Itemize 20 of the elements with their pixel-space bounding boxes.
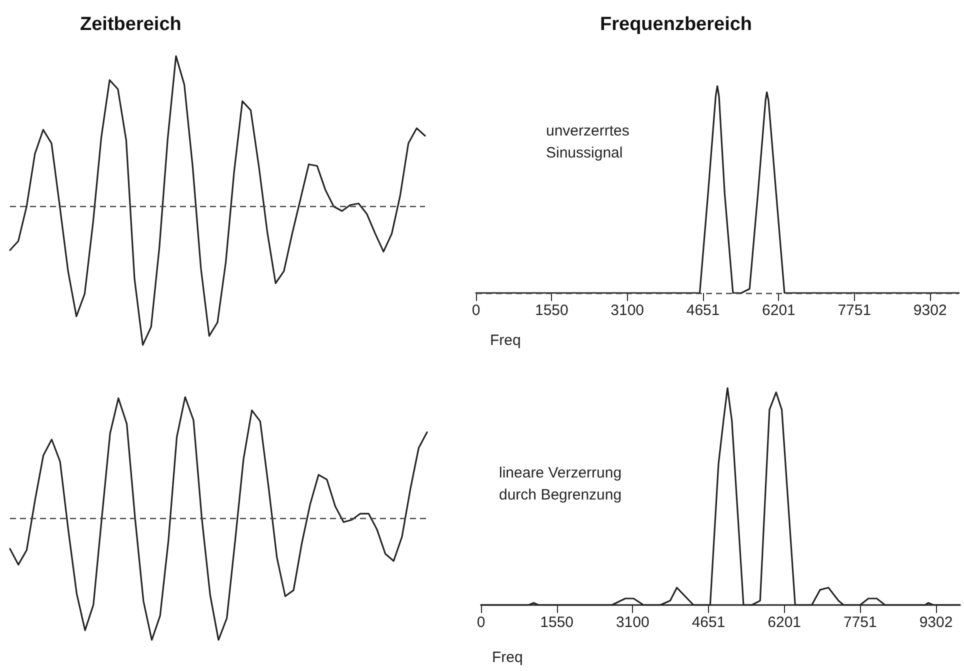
x-tick-label: 9302 [913,302,947,319]
x-tick-label: 7751 [843,614,877,631]
x-axis-title: Freq [490,332,521,349]
x-tick-label: 0 [472,302,480,319]
annotation: lineare Verzerrung durch Begrenzung [499,464,622,504]
x-tick-label: 9302 [919,614,953,631]
annotation: unverzerrtes Sinussignal [546,122,630,162]
x-tick-label: 7751 [838,302,872,319]
x-tick-label: 3100 [616,614,650,631]
x-tick-label: 6201 [762,302,796,319]
x-tick-label: 1550 [534,302,568,319]
x-tick-label: 4651 [686,302,720,319]
x-tick-label: 0 [476,614,486,631]
x-axis-title: Freq [492,649,523,666]
x-tick-label: 4651 [692,614,726,631]
x-tick-label: 1550 [540,614,574,631]
chart-title: Frequenzbereich [600,14,752,35]
x-tick-label: 3100 [610,302,644,319]
chart-title: Zeitbereich [80,14,182,35]
x-tick-label: 6201 [768,614,802,631]
